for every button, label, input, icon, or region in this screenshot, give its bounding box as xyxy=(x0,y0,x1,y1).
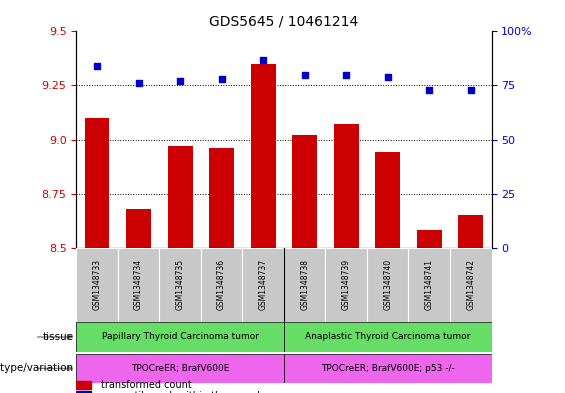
Bar xyxy=(367,248,408,322)
Text: GSM1348740: GSM1348740 xyxy=(383,259,392,310)
Bar xyxy=(334,124,359,248)
Text: GSM1348735: GSM1348735 xyxy=(176,259,185,310)
Text: transformed count: transformed count xyxy=(101,380,192,390)
Bar xyxy=(284,354,492,383)
Text: GSM1348741: GSM1348741 xyxy=(425,259,434,310)
Bar xyxy=(126,209,151,248)
Point xyxy=(134,80,143,86)
Point xyxy=(93,63,102,69)
Text: percentile rank within the sample: percentile rank within the sample xyxy=(101,391,266,393)
Text: GSM1348738: GSM1348738 xyxy=(300,259,309,310)
Bar xyxy=(201,248,242,322)
Point xyxy=(259,56,268,62)
Bar xyxy=(76,391,91,393)
Text: TPOCreER; BrafV600E: TPOCreER; BrafV600E xyxy=(131,364,229,373)
Bar xyxy=(168,146,193,248)
Point xyxy=(217,76,226,82)
Text: genotype/variation: genotype/variation xyxy=(0,364,73,373)
Text: GSM1348742: GSM1348742 xyxy=(466,259,475,310)
Bar xyxy=(251,64,276,248)
Bar xyxy=(325,248,367,322)
Text: Papillary Thyroid Carcinoma tumor: Papillary Thyroid Carcinoma tumor xyxy=(102,332,259,342)
Point xyxy=(300,72,309,78)
Point xyxy=(466,86,475,93)
Bar xyxy=(209,148,234,248)
Point xyxy=(176,78,185,84)
Bar xyxy=(458,215,483,248)
Text: Anaplastic Thyroid Carcinoma tumor: Anaplastic Thyroid Carcinoma tumor xyxy=(305,332,471,342)
Text: GSM1348736: GSM1348736 xyxy=(217,259,226,310)
Bar xyxy=(284,322,492,352)
Point xyxy=(342,72,351,78)
Text: GSM1348734: GSM1348734 xyxy=(134,259,143,310)
Bar xyxy=(76,322,284,352)
Bar xyxy=(417,230,442,248)
Bar xyxy=(375,152,400,248)
Text: TPOCreER; BrafV600E; p53 -/-: TPOCreER; BrafV600E; p53 -/- xyxy=(321,364,455,373)
Title: GDS5645 / 10461214: GDS5645 / 10461214 xyxy=(209,15,359,29)
Bar xyxy=(118,248,159,322)
Bar xyxy=(76,381,91,389)
Text: GSM1348739: GSM1348739 xyxy=(342,259,351,310)
Text: GSM1348737: GSM1348737 xyxy=(259,259,268,310)
Point xyxy=(425,86,434,93)
Bar xyxy=(242,248,284,322)
Point xyxy=(383,74,392,80)
Text: GSM1348733: GSM1348733 xyxy=(93,259,102,310)
Bar xyxy=(85,118,110,248)
Bar xyxy=(159,248,201,322)
Bar xyxy=(284,248,325,322)
Bar xyxy=(450,248,492,322)
Text: tissue: tissue xyxy=(42,332,73,342)
Bar xyxy=(292,135,317,248)
Bar xyxy=(76,354,284,383)
Bar xyxy=(408,248,450,322)
Bar xyxy=(76,248,118,322)
